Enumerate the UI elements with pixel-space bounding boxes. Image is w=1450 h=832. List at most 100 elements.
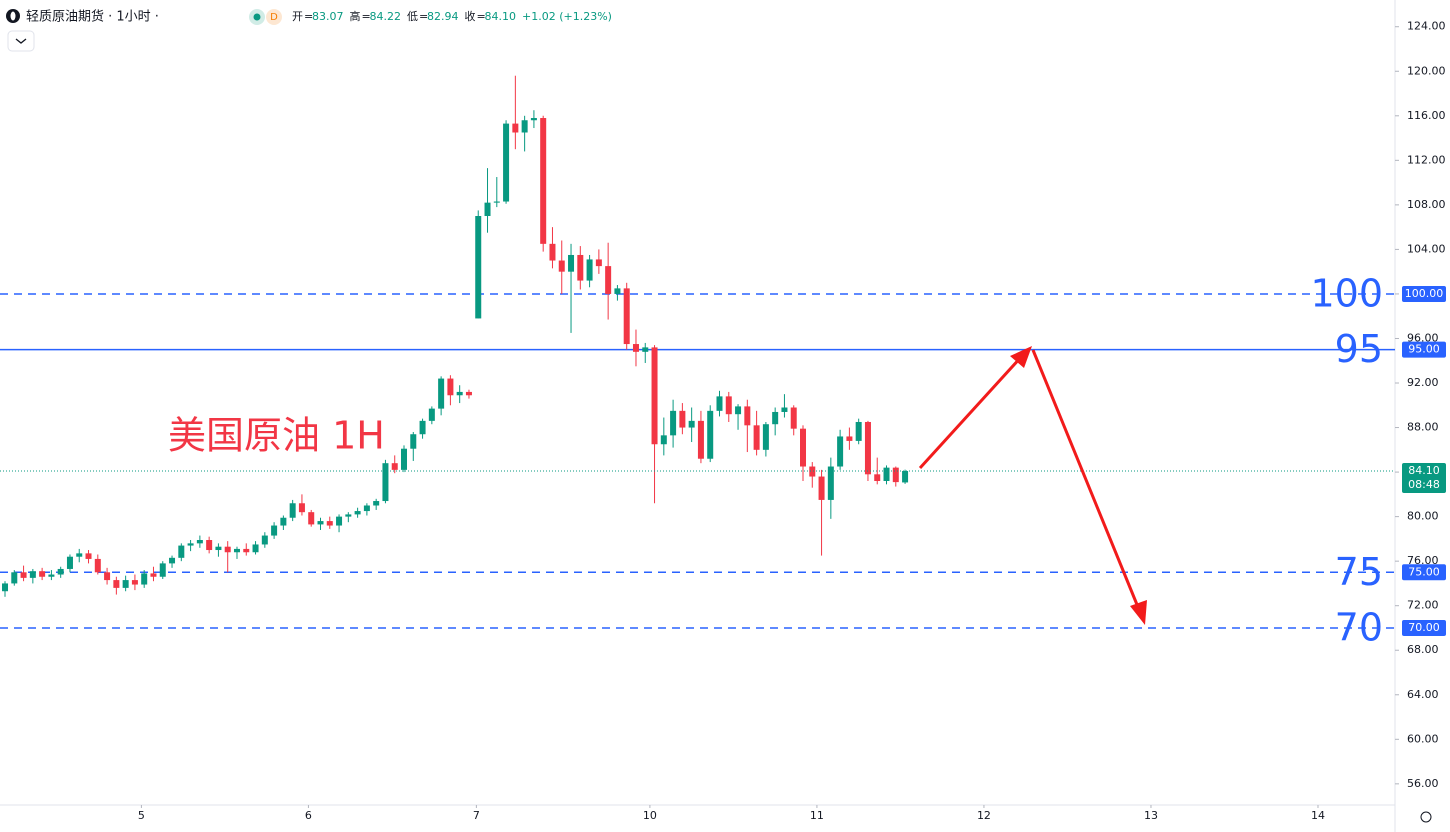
candle-body [373,501,380,506]
candle-body [512,123,519,133]
y-tick-label: 72.00 [1407,599,1439,612]
x-tick-label: 11 [810,809,824,822]
field-label: 高 [350,9,361,23]
candle-body [707,410,714,459]
candle-body [790,407,797,429]
candle-body [456,391,463,396]
y-tick-label: 76.00 [1407,554,1439,567]
candle-body [892,467,899,483]
y-tick-label: 96.00 [1407,331,1439,344]
candle-body [104,572,111,581]
candle-body [428,408,435,421]
candle-body [354,511,361,515]
x-tick-label: 12 [977,809,991,822]
y-tick-label: 60.00 [1407,732,1439,745]
annotation: 美国原油 1H [168,414,385,458]
candle-body [76,553,83,557]
settings-icon[interactable] [1420,811,1432,823]
candle-body [113,580,120,588]
candle-body [298,503,305,513]
candle-body [883,467,890,481]
candle-body [438,378,445,409]
y-tick-label: 120.00 [1407,64,1446,77]
candle-body [224,546,231,553]
arrow-head [1010,346,1032,368]
candle-body [595,259,602,267]
level-badge-label: 100.00 [1405,287,1444,300]
candle-body [85,553,92,559]
level-badge [1402,564,1446,581]
candle-body [855,421,862,441]
level-badge-label: 70.00 [1408,621,1440,634]
candle-body [271,525,278,536]
candle-body [530,118,537,121]
level-badge [1402,341,1446,358]
candle-body [159,563,166,577]
y-tick-label: 88.00 [1407,421,1439,434]
candle-body [800,428,807,467]
candle-body [122,580,129,588]
arrows [918,346,1147,625]
collapse-button[interactable] [7,30,35,52]
candle-body [382,463,389,502]
candle-body [141,573,148,585]
candle-body [642,347,649,352]
badge-bg[interactable] [266,9,282,25]
change: +1.02 (+1.23%) [522,10,612,23]
candle-body [39,571,46,577]
candle-body [289,503,296,518]
field-value: 83.07 [312,10,344,23]
y-tick-label: 92.00 [1407,376,1439,389]
candle-body [688,420,695,428]
candle-body [233,548,240,553]
candle-body [196,540,203,544]
x-tick-label: 14 [1311,809,1325,822]
candle-body [317,521,324,525]
candle-body [549,243,556,261]
candle-body [660,435,667,445]
candle-body [781,407,788,412]
badge: D [270,12,278,23]
status-dot [253,13,261,21]
symbol-icon-inner [10,11,16,21]
field-value: 82.94 [427,10,459,23]
candle-body [744,406,751,426]
candle-body [762,424,769,450]
ohlc-fields: 开 =83.07 高 =84.22 低 =82.94 收 =84.10 +1.02 (+1.23… [292,9,612,23]
candle-body [540,118,547,244]
candle-body [679,410,686,428]
field-eq: = [419,10,428,23]
candle-body [809,466,816,477]
candle-body [401,448,408,470]
level-badge-label: 75.00 [1408,565,1440,578]
candle-body [558,260,565,272]
arrow-up [918,354,1024,470]
candle-body [614,288,621,294]
candle-body [735,406,742,415]
candle-body [772,411,779,425]
candle-body [131,580,138,585]
candle-body [521,120,528,133]
candle-body [827,466,834,500]
candle-body [252,544,259,553]
y-tick-label: 124.00 [1407,20,1446,33]
candle-body [345,514,352,517]
plot: 100 95 75 70 [0,75,1395,649]
candle-body [586,259,593,281]
candle-body [725,396,732,415]
y-tick-label: 104.00 [1407,242,1446,255]
level-badge-label: 95.00 [1408,343,1440,356]
candle-body [818,476,825,500]
level-badge [1402,285,1446,302]
candle-body [336,516,343,526]
candle-body [280,517,287,526]
y-tick-label: 64.00 [1407,688,1439,701]
candle-body [632,344,639,352]
candle-body [864,421,871,475]
x-tick-label: 10 [643,809,657,822]
field-label: 收 [465,9,476,23]
last-price-label: 84.10 [1408,464,1440,477]
field-eq: = [304,10,313,23]
candle-body [623,288,630,345]
